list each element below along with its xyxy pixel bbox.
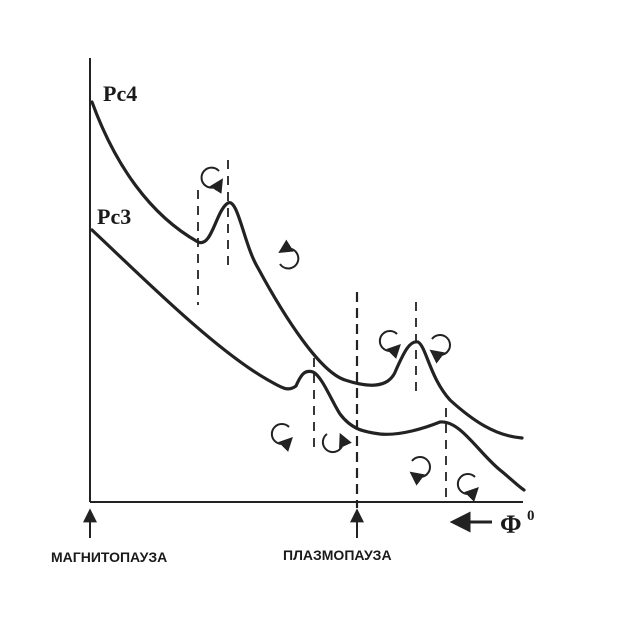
x-axis-label: Φ xyxy=(500,510,522,539)
rotation-arrow-icon xyxy=(409,456,431,486)
rotation-arrow-icon xyxy=(456,473,479,502)
rotation-arrow-icon xyxy=(321,432,352,454)
pc3-label: Pc3 xyxy=(97,204,131,229)
rotation-arrow-icon xyxy=(378,330,401,359)
magnetopause-label: МАГНИТОПАУЗА xyxy=(51,549,167,565)
rotation-arrow-icon xyxy=(429,334,451,364)
pc4-curve xyxy=(90,100,524,440)
x-axis-label-superscript: 0 xyxy=(527,508,535,524)
rotation-arrow-icon xyxy=(278,239,300,270)
plasmapause-label: ПЛАЗМОПАУЗА xyxy=(283,547,392,563)
pc4-label: Pc4 xyxy=(103,81,137,106)
rotation-arrow-icon xyxy=(200,166,224,194)
rotation-arrow-icon xyxy=(270,423,293,452)
pc3-curve xyxy=(90,228,526,492)
